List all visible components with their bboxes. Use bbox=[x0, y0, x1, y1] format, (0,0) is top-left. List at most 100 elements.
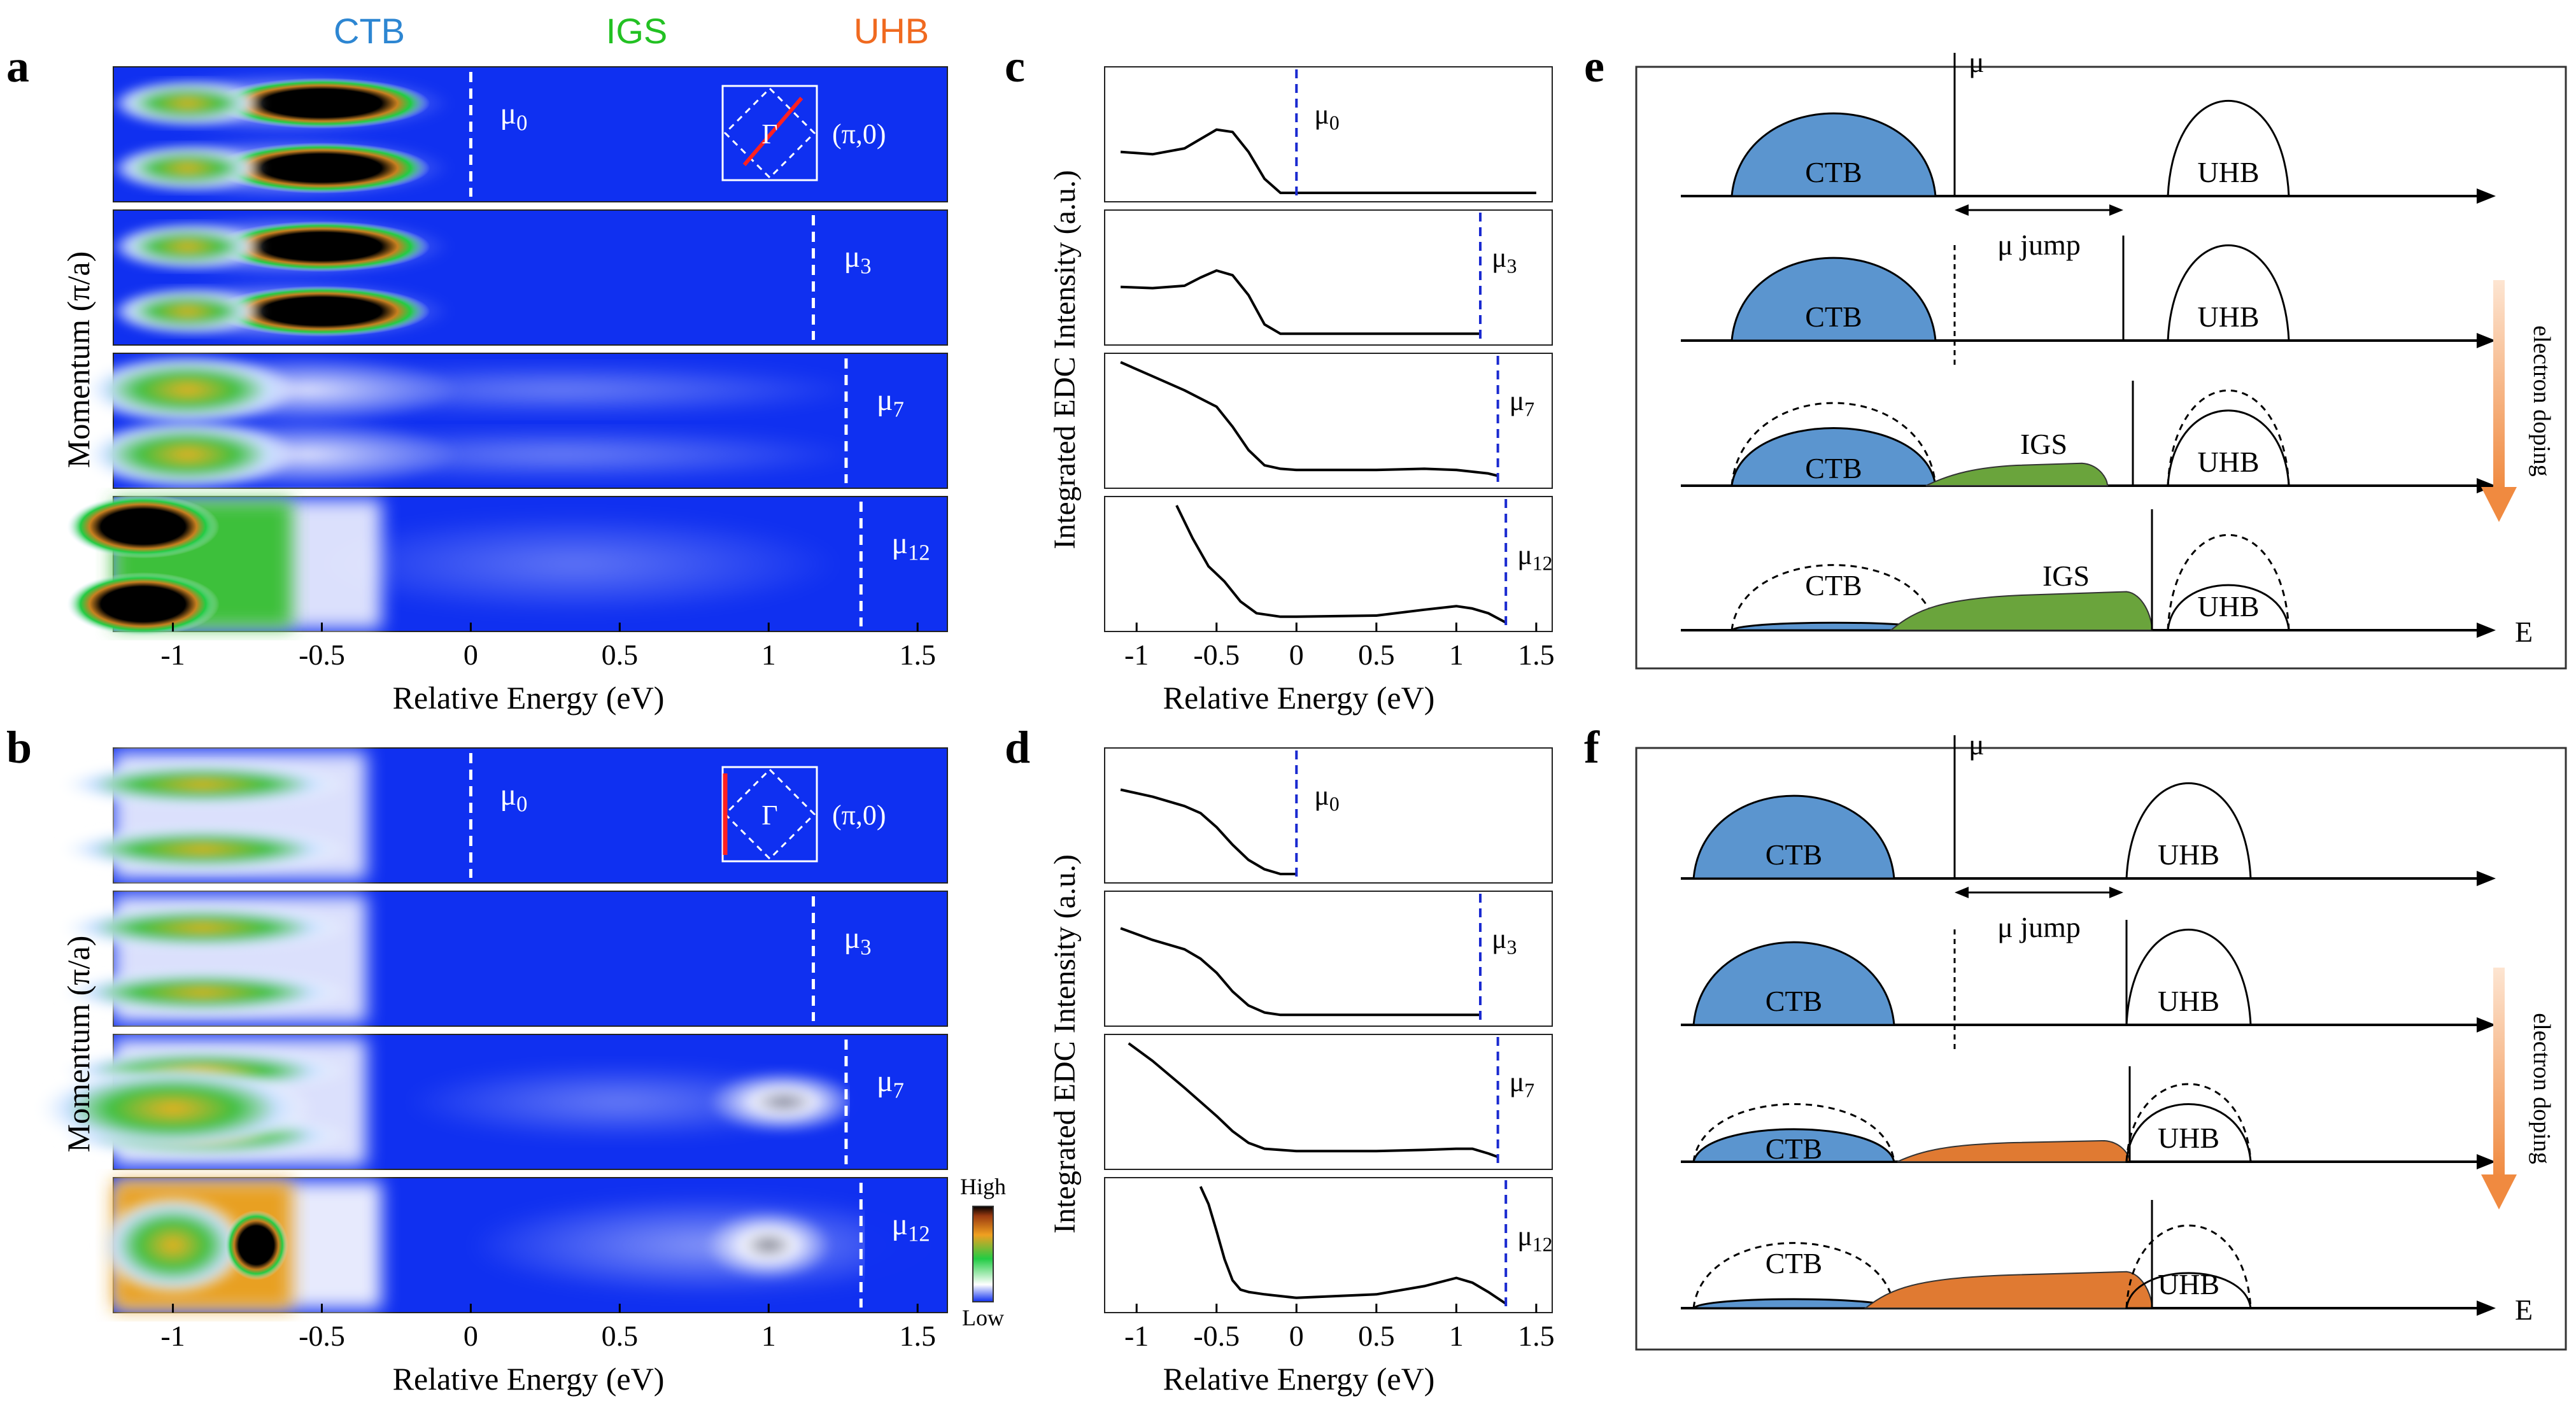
edc-panel-d: μ0 μ3 μ7 μ12 -1 -0.5 0 0.5 1 1.5 bbox=[1104, 747, 1555, 1352]
above-mu-region bbox=[849, 355, 946, 487]
gamma-label: Γ bbox=[761, 800, 777, 831]
schematic-row: CTB IGS UHB E bbox=[1681, 509, 2533, 648]
uhb-label: UHB bbox=[2158, 985, 2219, 1017]
bz-diamond bbox=[723, 87, 816, 180]
arrowhead bbox=[1955, 204, 1969, 216]
arpes-panel-a: μ0 μ3 μ7 μ12 Γ (π,0) -1 -0.5 0 0.5 1 1.5 bbox=[66, 66, 948, 671]
mu-symbol: μ bbox=[1969, 728, 1985, 761]
arpes-a-ylabel: Momentum (π/a) bbox=[60, 251, 96, 468]
arpes-subpanel: μ7 bbox=[79, 353, 948, 490]
x-tick-label: 0.5 bbox=[602, 638, 639, 671]
uhb-label: UHB bbox=[2158, 1122, 2219, 1154]
uhb-label: UHB bbox=[2158, 838, 2219, 871]
axis-arrowhead bbox=[2477, 623, 2496, 638]
x-tick-label: -0.5 bbox=[299, 1320, 345, 1352]
ctb-original-outline bbox=[1692, 1103, 1895, 1163]
spectral-tail bbox=[111, 145, 264, 191]
spectral-peak bbox=[213, 78, 430, 129]
x-tick-label: -0.5 bbox=[299, 638, 345, 671]
x-tick-label: -0.5 bbox=[1193, 1320, 1240, 1352]
above-mu-region bbox=[865, 1179, 946, 1311]
schematic-panel-f: CTB UHB μ μ jump CTB UHB CTB UHB CTB UHB Eelectron… bbox=[1635, 728, 2567, 1351]
header-igs: IGS bbox=[606, 11, 667, 51]
ctb-band bbox=[1692, 1128, 1895, 1163]
edc-d-xlabel: Relative Energy (eV) bbox=[1163, 1361, 1435, 1397]
uhb-band bbox=[2167, 584, 2290, 631]
ctb-label: CTB bbox=[1805, 569, 1862, 602]
edc-subpanel: μ3 bbox=[1104, 209, 1553, 346]
edc-subpanel: μ0 bbox=[1104, 66, 1553, 202]
bz-diamond bbox=[723, 768, 816, 861]
axis-arrowhead bbox=[2477, 333, 2496, 348]
spectral-band bbox=[56, 969, 350, 1015]
uhb-original-outline bbox=[2167, 533, 2290, 631]
arpes-subpanel: μ3 bbox=[111, 209, 948, 346]
arpes-subpanel: μ0 bbox=[111, 66, 948, 202]
schematic-row: CTB UHB E bbox=[1681, 1200, 2533, 1326]
ctb-band bbox=[1692, 794, 1895, 880]
edc-frame bbox=[1104, 747, 1553, 884]
spectral-band bbox=[56, 905, 350, 951]
ctb-label: CTB bbox=[1766, 985, 1822, 1017]
mu-label: μ0 bbox=[500, 778, 527, 817]
mu-label: μ3 bbox=[844, 921, 871, 960]
schematic-row: CTB UHB μ μ jump bbox=[1681, 46, 2496, 261]
gamma-label: Γ bbox=[761, 118, 777, 150]
edc-subpanel: μ3 bbox=[1104, 891, 1553, 1027]
schematic-row: CTB UHB μ μ jump bbox=[1681, 728, 2496, 943]
panel-letter-a: a bbox=[6, 41, 29, 92]
edc-frame bbox=[1104, 1034, 1553, 1170]
x-tick-label: 1.5 bbox=[899, 638, 936, 671]
x-tick-label: 0 bbox=[464, 638, 478, 671]
edc-frame bbox=[1104, 66, 1553, 202]
x-tick-label: 0 bbox=[1289, 1320, 1304, 1352]
panel-letter-f: f bbox=[1584, 722, 1600, 773]
doping-arrow-shaft bbox=[2493, 968, 2505, 1178]
edc-frame bbox=[1104, 209, 1553, 346]
igs-label: IGS bbox=[2020, 428, 2067, 460]
uhb-band bbox=[2125, 1103, 2252, 1163]
above-mu-region bbox=[474, 749, 946, 882]
ctb-label: CTB bbox=[1805, 300, 1862, 333]
edc-curve bbox=[1199, 1186, 1507, 1305]
ctb-band bbox=[1730, 112, 1937, 197]
edc-curve bbox=[1175, 505, 1507, 624]
mu-jump-label: μ jump bbox=[1997, 911, 2081, 943]
arrowhead bbox=[2109, 204, 2123, 216]
mu-label: μ0 bbox=[1314, 780, 1339, 815]
uhb-band bbox=[2125, 928, 2252, 1026]
mu-label: μ0 bbox=[1314, 99, 1339, 134]
mu-label: μ12 bbox=[891, 526, 930, 565]
header-ctb: CTB bbox=[334, 11, 405, 51]
edc-c-xlabel: Relative Energy (eV) bbox=[1163, 680, 1435, 716]
uhb-band bbox=[2125, 1272, 2252, 1309]
mu-label: μ7 bbox=[1510, 1066, 1534, 1102]
schematic-row: CTB UHB bbox=[1681, 920, 2496, 1050]
ctb-label: CTB bbox=[1805, 156, 1862, 188]
axis-arrowhead bbox=[2477, 1154, 2496, 1169]
spectral-peak bbox=[79, 355, 296, 425]
edc-curve bbox=[1120, 788, 1297, 875]
spectral-peak bbox=[79, 419, 296, 490]
edc-curve bbox=[1121, 269, 1480, 335]
doping-arrow-head bbox=[2481, 487, 2517, 522]
arpes-b-ylabel: Momentum (π/a) bbox=[60, 936, 96, 1152]
colorbar-low-label: Low bbox=[962, 1305, 1004, 1330]
mu-label: μ7 bbox=[877, 1064, 904, 1103]
bz-inset: Γ (π,0) bbox=[721, 85, 886, 181]
axis-arrowhead bbox=[2477, 1301, 2496, 1316]
above-mu-region bbox=[474, 68, 946, 201]
bz-inset-frame bbox=[721, 766, 818, 863]
spectral-peak bbox=[66, 572, 220, 636]
mu-label: μ12 bbox=[891, 1208, 930, 1246]
spectral-peak bbox=[224, 1210, 288, 1280]
uhb-band bbox=[2167, 409, 2290, 487]
edc-curve bbox=[1120, 128, 1536, 194]
mu-label: μ12 bbox=[1517, 539, 1552, 575]
pi0-label: (π,0) bbox=[832, 118, 886, 150]
uhb-original-outline bbox=[2125, 1224, 2252, 1309]
uhb-label: UHB bbox=[2197, 446, 2259, 478]
axis-arrowhead bbox=[2477, 871, 2496, 886]
panel-letter-c: c bbox=[1005, 41, 1025, 92]
x-tick-label: 1.5 bbox=[1518, 638, 1555, 671]
